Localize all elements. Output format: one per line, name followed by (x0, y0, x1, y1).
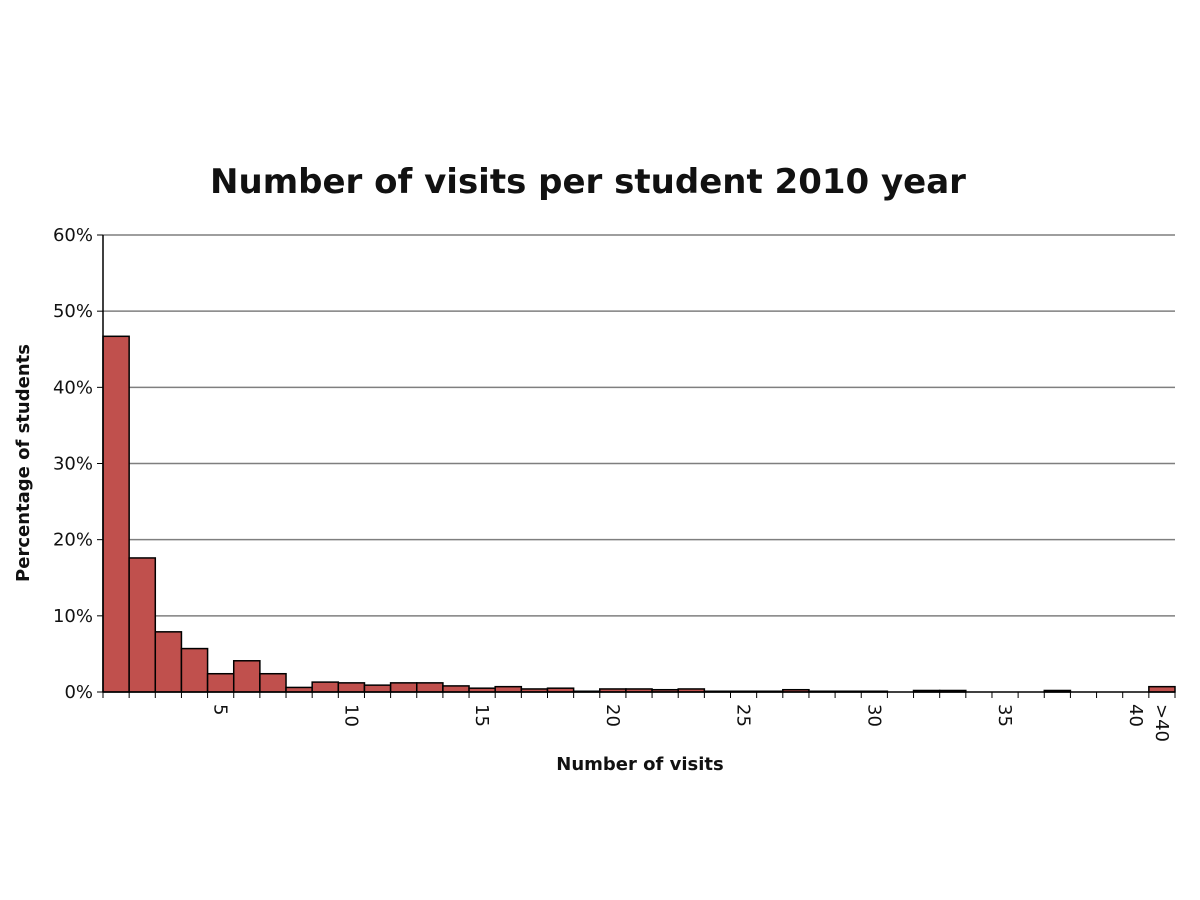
x-tick-label: 15 (471, 704, 492, 727)
y-tick-labels: 0% 10% 20% 30% 40% 50% 60% (53, 225, 93, 703)
histogram-bar (337, 682, 366, 693)
y-tick-label: 60% (53, 225, 93, 246)
histogram-bar (311, 681, 340, 693)
histogram-bar (102, 335, 130, 693)
histogram-bar (206, 672, 235, 693)
gridlines (97, 234, 1175, 693)
histogram-bar (154, 631, 183, 693)
histogram-bar (259, 672, 287, 693)
chart-title: Number of visits per student 2010 year (210, 162, 966, 202)
histogram-bar (363, 684, 392, 693)
y-tick-label: 40% (53, 377, 93, 398)
x-axis-label: Number of visits (556, 754, 723, 775)
histogram-bar (1148, 685, 1176, 693)
histogram-bar (180, 647, 209, 693)
histogram-bar (416, 682, 444, 693)
x-tick-label: 25 (733, 704, 754, 727)
histogram-bar (494, 685, 523, 693)
histogram-bar (389, 682, 418, 693)
x-tick-label: 40 (1125, 704, 1146, 727)
y-tick-label: 10% (53, 606, 93, 627)
histogram-bar (442, 685, 470, 693)
y-tick-label: 20% (53, 530, 93, 551)
x-tick-label: 30 (863, 704, 884, 727)
y-tick-label: 30% (53, 454, 93, 475)
y-tick-label: 0% (64, 682, 93, 703)
x-tick-label: >40 (1151, 704, 1172, 742)
histogram-bar (128, 557, 157, 693)
x-tick-labels: 5 10 15 20 25 30 35 40 >40 (210, 704, 1172, 742)
y-tick-label: 50% (53, 301, 93, 322)
histogram-bar (232, 660, 261, 693)
x-tick-label: 10 (340, 704, 361, 727)
axes (102, 235, 1176, 698)
x-tick-label: 20 (602, 704, 623, 727)
x-tick-label: 35 (994, 704, 1015, 727)
y-axis-label: Percentage of students (13, 344, 34, 582)
x-tick-label: 5 (210, 704, 231, 715)
bars (102, 335, 1176, 693)
